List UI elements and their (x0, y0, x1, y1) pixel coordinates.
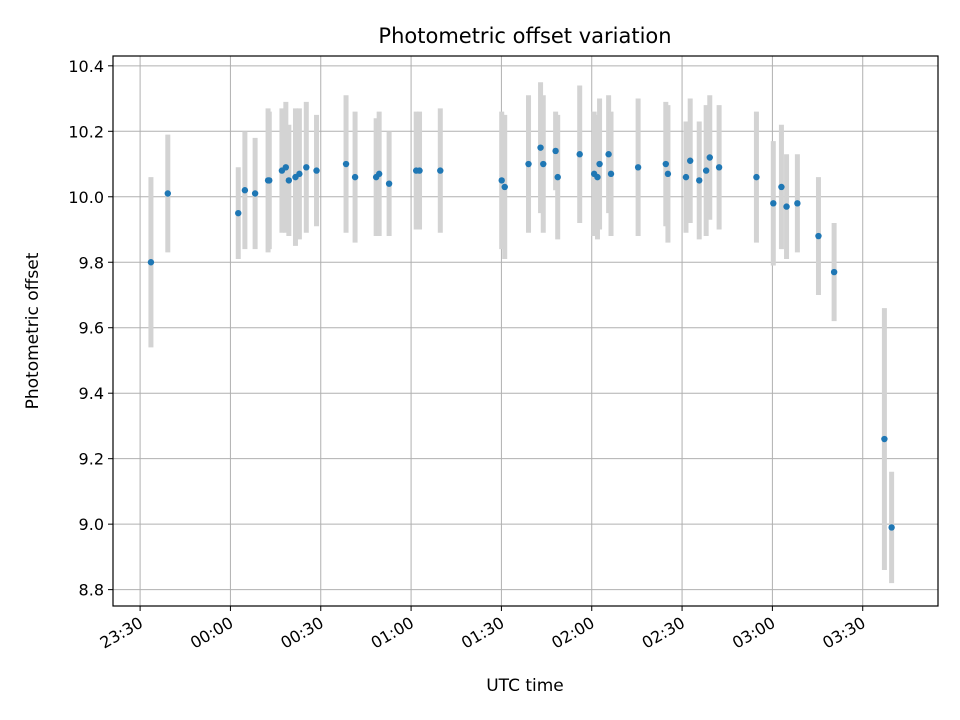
data-point (313, 167, 320, 174)
data-point (706, 154, 713, 161)
chart-title: Photometric offset variation (378, 24, 671, 48)
data-point (437, 167, 444, 174)
data-point (753, 173, 760, 181)
data-point (266, 177, 273, 184)
data-point (702, 167, 710, 174)
data-point (537, 144, 544, 151)
data-point (525, 160, 532, 168)
data-point (416, 167, 423, 174)
data-point (881, 435, 888, 443)
data-point (576, 151, 583, 158)
plot-frame (112, 55, 939, 607)
data-point (596, 160, 603, 168)
data-point (783, 203, 790, 210)
y-tick-label: 9.2 (79, 450, 104, 469)
data-point (385, 180, 393, 187)
y-axis-ticks: 8.8 9.0 9.2 9.4 9.6 9.8 10.0 10.2 10.4 (68, 57, 113, 600)
data-point (498, 177, 505, 184)
data-point (296, 170, 303, 178)
data-point (303, 164, 310, 171)
y-axis-label: Photometric offset (23, 252, 43, 409)
data-point (664, 170, 672, 178)
y-tick-label: 10.2 (68, 122, 104, 141)
data-point (594, 173, 601, 181)
data-points (147, 144, 895, 531)
data-point (164, 190, 171, 197)
data-point (235, 209, 242, 217)
y-tick-label: 10.4 (68, 57, 104, 76)
data-point (715, 164, 723, 171)
x-axis-label: UTC time (486, 676, 564, 696)
data-point (241, 187, 249, 194)
data-point (830, 268, 838, 276)
data-point (251, 190, 259, 197)
data-point (342, 160, 350, 168)
data-point (147, 259, 155, 266)
y-tick-label: 9.6 (79, 319, 104, 338)
y-tick-label: 9.0 (79, 515, 104, 534)
data-point (501, 183, 508, 191)
data-point (794, 200, 801, 207)
y-tick-label: 10.0 (68, 188, 104, 207)
data-point (815, 232, 822, 240)
data-point (770, 200, 777, 207)
data-point (375, 170, 383, 178)
data-point (662, 160, 670, 168)
y-tick-label: 9.8 (79, 253, 104, 272)
data-point (634, 164, 642, 171)
data-point (540, 160, 547, 168)
data-point (351, 173, 359, 181)
data-point (778, 183, 785, 191)
data-point (696, 177, 703, 184)
y-tick-label: 8.8 (79, 581, 104, 600)
data-point (552, 147, 559, 155)
data-point (682, 173, 690, 181)
plot-area (113, 56, 938, 606)
data-point (282, 164, 290, 171)
data-point (686, 157, 694, 164)
data-point (285, 177, 293, 184)
data-point (605, 151, 612, 158)
data-point (888, 524, 895, 531)
data-point (607, 170, 615, 178)
data-point (554, 173, 561, 181)
y-tick-label: 9.4 (79, 384, 104, 403)
